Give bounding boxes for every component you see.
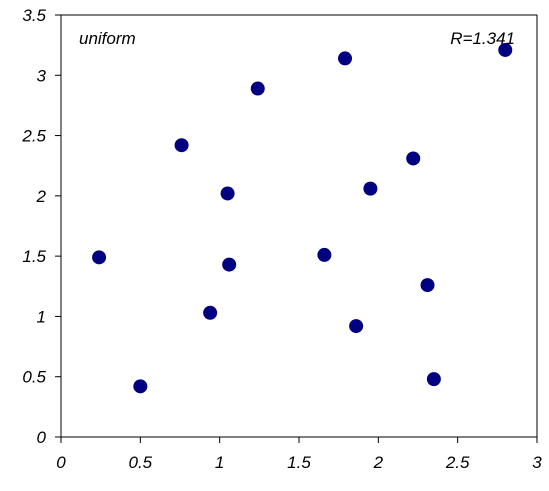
data-point <box>426 372 441 387</box>
data-point <box>222 257 237 272</box>
data-point <box>317 247 332 262</box>
x-tick-label: 1.5 <box>287 453 311 472</box>
y-tick-label: 3.5 <box>22 6 46 25</box>
y-tick-label: 1 <box>37 307 46 326</box>
y-tick-label: 2 <box>36 187 47 206</box>
axis-tick-labels: 0 0.5 1 1.5 2 2.5 3 0 0.5 1 1.5 2 2.5 3 3.5 <box>21 6 542 472</box>
x-tick-label: 2.5 <box>445 453 470 472</box>
data-points <box>92 42 513 394</box>
y-tick-label: 0.5 <box>22 368 46 387</box>
data-point <box>420 278 435 293</box>
data-point <box>498 42 513 57</box>
data-point <box>133 379 148 394</box>
y-tick-label: 2.5 <box>21 127 46 146</box>
data-point <box>250 81 265 96</box>
data-point <box>349 319 364 334</box>
y-tick-label: 0 <box>37 428 47 447</box>
x-tick-label: 2 <box>373 453 384 472</box>
data-point <box>406 151 421 166</box>
data-point <box>338 51 353 66</box>
y-tick-label: 3 <box>37 66 47 85</box>
data-point <box>220 186 235 201</box>
data-point <box>363 181 378 196</box>
plot-frame <box>60 14 538 438</box>
x-tick-label: 0.5 <box>129 453 153 472</box>
axis-ticks <box>55 14 538 443</box>
y-tick-label: 1.5 <box>22 247 46 266</box>
data-point <box>203 305 218 320</box>
data-point <box>92 250 107 265</box>
annotation-uniform: uniform <box>79 29 136 48</box>
x-tick-label: 0 <box>56 453 66 472</box>
x-tick-label: 3 <box>532 453 542 472</box>
data-point <box>174 138 189 153</box>
x-tick-label: 1 <box>215 453 224 472</box>
annotation-r-value: R=1.341 <box>450 29 515 48</box>
